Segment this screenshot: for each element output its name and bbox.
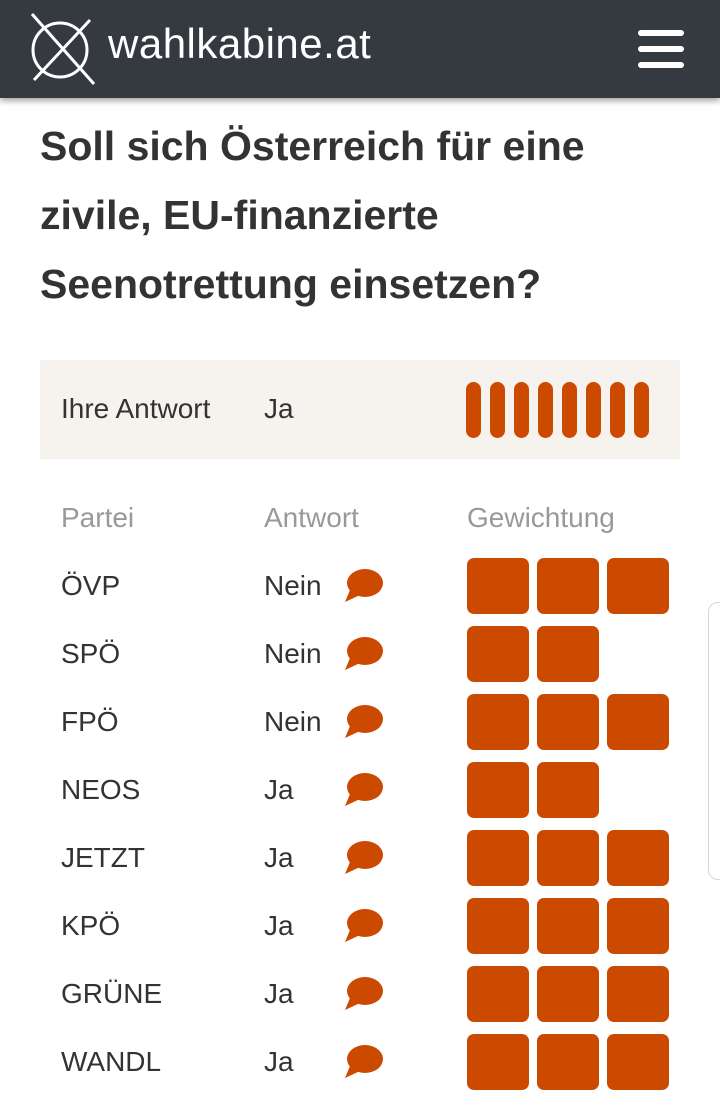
party-name: SPÖ	[61, 638, 121, 669]
party-weight	[467, 762, 673, 818]
party-answer: Nein	[264, 706, 322, 737]
column-header-weight: Gewichtung	[467, 502, 615, 533]
weight-bar[interactable]	[634, 382, 649, 438]
weight-selector[interactable]	[466, 382, 652, 438]
weight-block	[537, 558, 599, 614]
weight-bar[interactable]	[562, 382, 577, 438]
party-name: FPÖ	[61, 706, 119, 737]
speech-bubble-icon[interactable]	[342, 976, 384, 1012]
table-row: GRÜNE Ja	[0, 966, 720, 1034]
weight-block	[607, 966, 669, 1022]
weight-bar[interactable]	[610, 382, 625, 438]
party-answer: Ja	[264, 1046, 294, 1077]
party-answer: Ja	[264, 978, 294, 1009]
weight-block	[537, 898, 599, 954]
speech-bubble-icon[interactable]	[342, 772, 384, 808]
your-answer-value: Ja	[264, 393, 294, 424]
brand-name[interactable]: wahlkabine.at	[108, 20, 372, 67]
weight-block	[467, 830, 529, 886]
scrollbar[interactable]	[708, 602, 720, 880]
weight-block	[467, 966, 529, 1022]
your-answer-label: Ihre Antwort	[61, 393, 211, 424]
weight-bar[interactable]	[490, 382, 505, 438]
table-row: SPÖ Nein	[0, 626, 720, 694]
ballot-cross-icon[interactable]	[26, 10, 98, 86]
table-row: WANDL Ja	[0, 1034, 720, 1102]
speech-bubble-icon[interactable]	[342, 568, 384, 604]
party-answer: Nein	[264, 570, 322, 601]
column-header-answer: Antwort	[264, 502, 359, 533]
party-name: ÖVP	[61, 570, 121, 601]
weight-block	[467, 558, 529, 614]
party-answer: Ja	[264, 774, 294, 805]
speech-bubble-icon[interactable]	[342, 636, 384, 672]
weight-block	[537, 626, 599, 682]
weight-block	[607, 558, 669, 614]
party-weight	[467, 626, 673, 682]
speech-bubble-icon[interactable]	[342, 908, 384, 944]
party-answer: Nein	[264, 638, 322, 669]
party-weight	[467, 1034, 673, 1090]
your-answer-box: Ihre Antwort Ja	[40, 360, 680, 459]
table-row: FPÖ Nein	[0, 694, 720, 762]
hamburger-menu-icon[interactable]	[630, 26, 690, 72]
top-bar: wahlkabine.at	[0, 0, 720, 98]
party-weight	[467, 694, 673, 750]
weight-block	[537, 1034, 599, 1090]
party-name: WANDL	[61, 1046, 162, 1077]
weight-bar[interactable]	[586, 382, 601, 438]
weight-bar[interactable]	[514, 382, 529, 438]
table-row: JETZT Ja	[0, 830, 720, 898]
weight-bar[interactable]	[538, 382, 553, 438]
weight-block	[467, 626, 529, 682]
party-answer: Ja	[264, 842, 294, 873]
weight-block	[607, 1034, 669, 1090]
weight-block	[467, 762, 529, 818]
question-title: Soll sich Österreich für eine zivile, EU…	[40, 123, 585, 307]
party-name: NEOS	[61, 774, 141, 805]
table-row: NEOS Ja	[0, 762, 720, 830]
party-name: JETZT	[61, 842, 145, 873]
weight-block	[537, 762, 599, 818]
weight-block	[537, 830, 599, 886]
party-weight	[467, 830, 673, 886]
speech-bubble-icon[interactable]	[342, 840, 384, 876]
weight-bar[interactable]	[466, 382, 481, 438]
weight-block	[537, 966, 599, 1022]
column-header-party: Partei	[61, 502, 135, 533]
weight-block	[467, 898, 529, 954]
weight-block	[467, 694, 529, 750]
weight-block	[537, 694, 599, 750]
table-row: ÖVP Nein	[0, 558, 720, 626]
table-row: KPÖ Ja	[0, 898, 720, 966]
party-weight	[467, 898, 673, 954]
speech-bubble-icon[interactable]	[342, 1044, 384, 1080]
weight-block	[607, 830, 669, 886]
weight-block	[607, 898, 669, 954]
weight-block	[467, 1034, 529, 1090]
party-weight	[467, 558, 673, 614]
party-name: GRÜNE	[61, 978, 163, 1009]
party-answer: Ja	[264, 910, 294, 941]
party-name: KPÖ	[61, 910, 121, 941]
speech-bubble-icon[interactable]	[342, 704, 384, 740]
party-weight	[467, 966, 673, 1022]
weight-block	[607, 694, 669, 750]
